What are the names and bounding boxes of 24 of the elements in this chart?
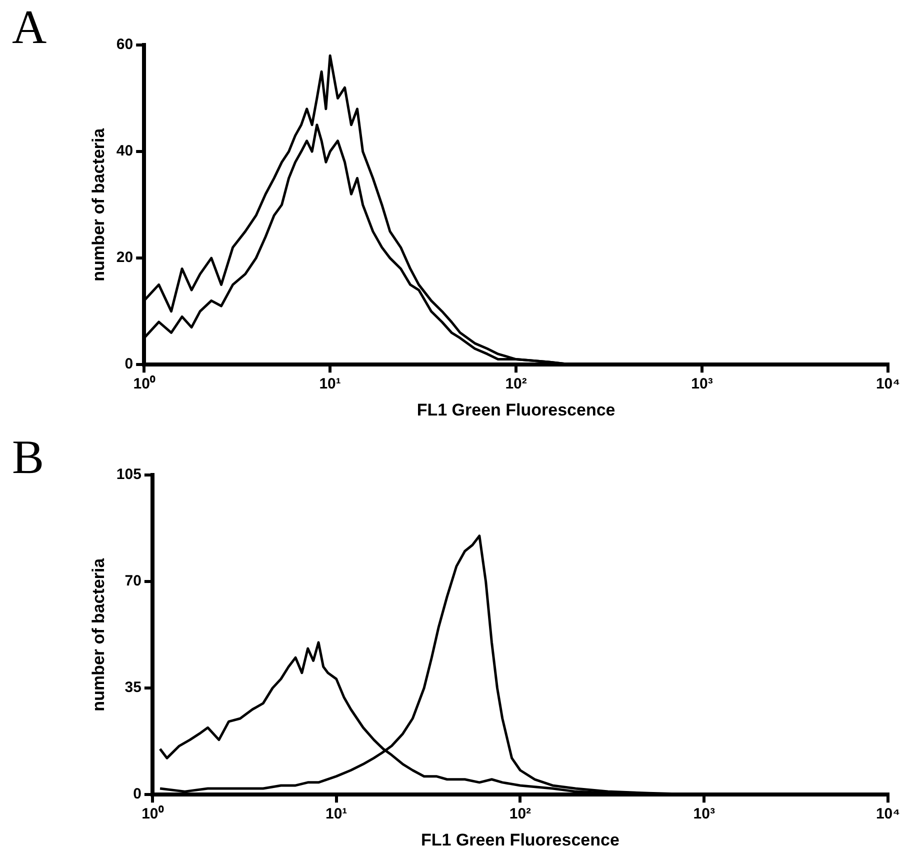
x-tick-label: 10² [509,806,532,823]
y-tick-label: 70 [124,572,142,590]
y-tick-label: 0 [133,786,142,803]
x-axis-title: FL1 Green Fluorescence [421,830,620,850]
y-axis-title: number of bacteria [88,128,108,282]
y-tick-label: 105 [116,466,142,484]
y-tick-label: 60 [116,36,134,54]
x-tick-label: 10³ [693,806,715,823]
y-tick-label: 0 [124,356,134,373]
x-tick-label: 10⁰ [142,804,164,823]
x-tick-label: 10⁰ [133,374,156,393]
x-tick-label: 10⁴ [876,806,900,823]
x-tick-label: 10¹ [319,376,341,393]
x-tick-label: 10² [505,376,527,393]
y-tick-label: 40 [116,142,134,160]
y-tick-label: 20 [116,249,134,266]
y-axis-title: number of bacteria [88,558,108,712]
x-tick-label: 10³ [691,376,713,393]
x-tick-label: 10⁴ [876,376,900,393]
text: A [12,1,47,54]
x-tick-label: 10¹ [325,806,348,823]
x-axis-title: FL1 Green Fluorescence [416,400,616,420]
text: B [12,431,44,484]
y-tick-label: 35 [124,679,142,696]
